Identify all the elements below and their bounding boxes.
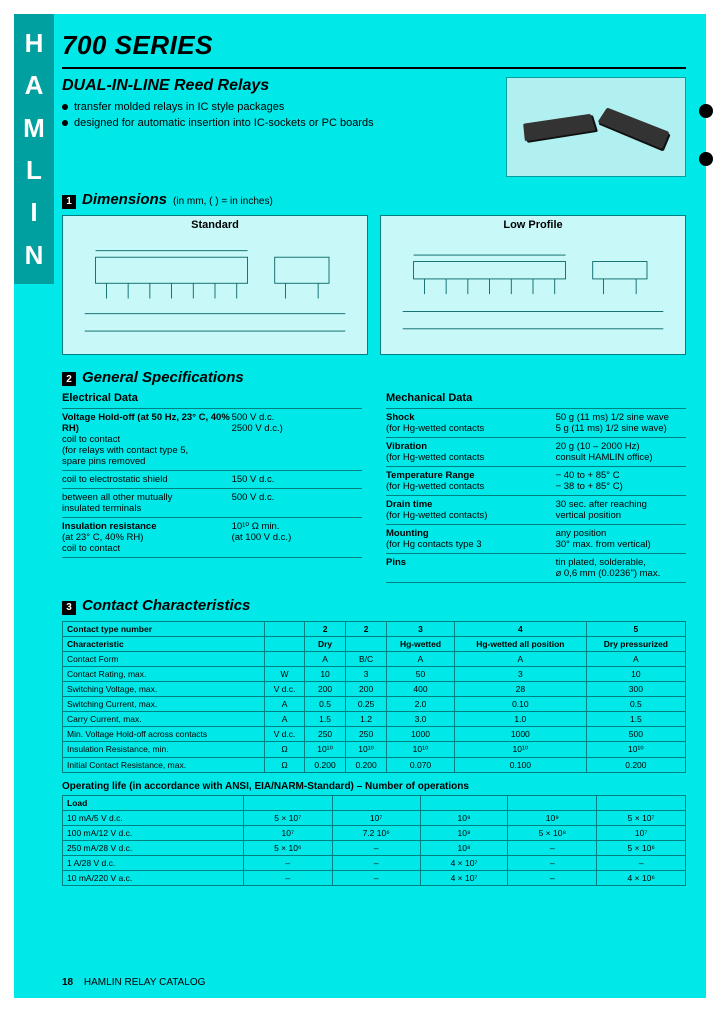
spec-col-electrical: Electrical Data Voltage Hold-off (at 50 … <box>62 392 362 583</box>
section-heading-general: 2 General Specifications <box>62 369 686 387</box>
bullet-text: transfer molded relays in IC style packa… <box>74 101 284 113</box>
spec-heading: Mechanical Data <box>386 392 686 404</box>
dimension-label: Standard <box>63 216 367 234</box>
spec-row: Drain time(for Hg-wetted contacts)30 sec… <box>386 495 686 524</box>
dimension-label: Low Profile <box>381 216 685 234</box>
brand-strip: H A M L I N <box>14 14 54 284</box>
brand-letter: M <box>23 115 45 141</box>
section-title: Contact Characteristics <box>82 597 250 614</box>
bullet-item: designed for automatic insertion into IC… <box>62 117 496 129</box>
spec-row: Temperature Range(for Hg-wetted contacts… <box>386 466 686 495</box>
header-text: DUAL-IN-LINE Reed Relays transfer molded… <box>62 77 496 177</box>
section-number: 1 <box>62 195 76 209</box>
product-photo <box>506 77 686 177</box>
spec-row: Pinstin plated, solderable,⌀ 0,6 mm (0.0… <box>386 553 686 583</box>
punch-hole-icon <box>699 152 713 166</box>
spec-row: coil to electrostatic shield150 V d.c. <box>62 470 362 488</box>
dimension-box-standard: Standard <box>62 215 368 355</box>
contact-characteristics-table: Contact type number22345CharacteristicDr… <box>62 621 686 773</box>
page-background: H A M L I N 700 SERIES DUAL-IN-LINE Reed… <box>14 14 706 998</box>
spec-col-mechanical: Mechanical Data Shock(for Hg-wetted cont… <box>386 392 686 583</box>
spec-columns: Electrical Data Voltage Hold-off (at 50 … <box>62 392 686 583</box>
brand-letter: A <box>25 72 44 98</box>
content-area: 700 SERIES DUAL-IN-LINE Reed Relays tran… <box>62 30 686 886</box>
chip-icon <box>523 114 595 142</box>
brand-letter: N <box>25 242 44 268</box>
spec-row: Vibration(for Hg-wetted contacts20 g (10… <box>386 437 686 466</box>
bullet-icon <box>62 120 68 126</box>
bullet-list: transfer molded relays in IC style packa… <box>62 101 496 129</box>
page-footer: 18 HAMLIN RELAY CATALOG <box>62 977 205 988</box>
section-heading-contact: 3 Contact Characteristics <box>62 597 686 615</box>
page-number: 18 <box>62 977 73 988</box>
catalog-name: HAMLIN RELAY CATALOG <box>84 977 206 988</box>
spec-row: Shock(for Hg-wetted contacts50 g (11 ms)… <box>386 408 686 437</box>
brand-letter: I <box>30 199 37 225</box>
header-row: DUAL-IN-LINE Reed Relays transfer molded… <box>62 77 686 177</box>
spec-row: Voltage Hold-off (at 50 Hz, 23° C, 40% R… <box>62 408 362 470</box>
bullet-icon <box>62 104 68 110</box>
dimension-box-lowprofile: Low Profile <box>380 215 686 355</box>
operating-life-title: Operating life (in accordance with ANSI,… <box>62 781 686 792</box>
section-title: Dimensions <box>82 191 167 208</box>
bullet-item: transfer molded relays in IC style packa… <box>62 101 496 113</box>
bullet-text: designed for automatic insertion into IC… <box>74 117 374 129</box>
dimensions-row: Standard <box>62 215 686 355</box>
chip-icon <box>598 108 670 149</box>
spec-row: between all other mutuallyinsulated term… <box>62 488 362 517</box>
brand-letter: L <box>26 157 42 183</box>
dimension-drawing <box>63 234 367 356</box>
section-number: 3 <box>62 601 76 615</box>
section-number: 2 <box>62 372 76 386</box>
section-heading-dimensions: 1 Dimensions (in mm, ( ) = in inches) <box>62 191 686 209</box>
dimension-drawing <box>381 234 685 356</box>
spec-heading: Electrical Data <box>62 392 362 404</box>
spec-row: Mounting(for Hg contacts type 3any posit… <box>386 524 686 553</box>
series-title: 700 SERIES <box>62 30 686 61</box>
section-note: (in mm, ( ) = in inches) <box>173 196 273 207</box>
section-title: General Specifications <box>82 369 244 386</box>
subtitle: DUAL-IN-LINE Reed Relays <box>62 77 496 95</box>
punch-hole-icon <box>699 104 713 118</box>
spec-row: Insulation resistance(at 23° C, 40% RH)c… <box>62 517 362 558</box>
operating-life-table: Load10 mA/5 V d.c.5 × 10⁷10⁷10⁹10⁹5 × 10… <box>62 795 686 886</box>
brand-letter: H <box>25 30 44 56</box>
divider <box>62 67 686 69</box>
